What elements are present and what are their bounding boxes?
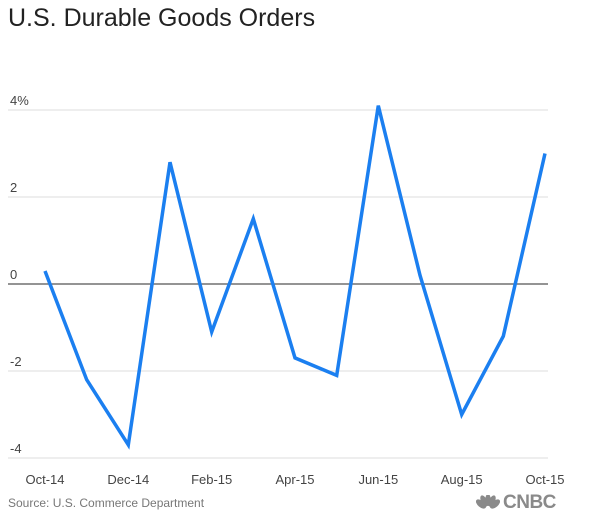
- x-tick-label: Oct-15: [525, 472, 564, 487]
- y-axis-ticks: 4% 2 0 -2 -4: [10, 93, 29, 456]
- y-tick-label: 0: [10, 267, 17, 282]
- x-tick-label: Dec-14: [107, 472, 149, 487]
- y-tick-label: 4%: [10, 93, 29, 108]
- cnbc-logo: CNBC: [476, 492, 556, 514]
- peacock-icon: [476, 495, 500, 509]
- x-tick-label: Feb-15: [191, 472, 232, 487]
- x-tick-label: Apr-15: [275, 472, 314, 487]
- x-tick-label: Oct-14: [25, 472, 64, 487]
- grid-lines: [8, 109, 548, 459]
- chart-title: U.S. Durable Goods Orders: [8, 4, 316, 32]
- y-tick-label: 2: [10, 180, 17, 195]
- line-chart: 4% 2 0 -2 -4 Oct-14 Dec-14 Feb-15 Apr-15 Jun-15 A…: [8, 93, 565, 487]
- source-note: Source: U.S. Commerce Department: [8, 496, 205, 510]
- series-layer: [43, 105, 547, 450]
- x-tick-label: Aug-15: [441, 472, 483, 487]
- x-axis-ticks: Oct-14 Dec-14 Feb-15 Apr-15 Jun-15 Aug-15 Oct-…: [25, 472, 564, 487]
- y-tick-label: -4: [10, 441, 22, 456]
- x-tick-label: Jun-15: [358, 472, 398, 487]
- series-line: [43, 105, 547, 450]
- y-tick-label: -2: [10, 354, 22, 369]
- logo-text: CNBC: [503, 492, 556, 513]
